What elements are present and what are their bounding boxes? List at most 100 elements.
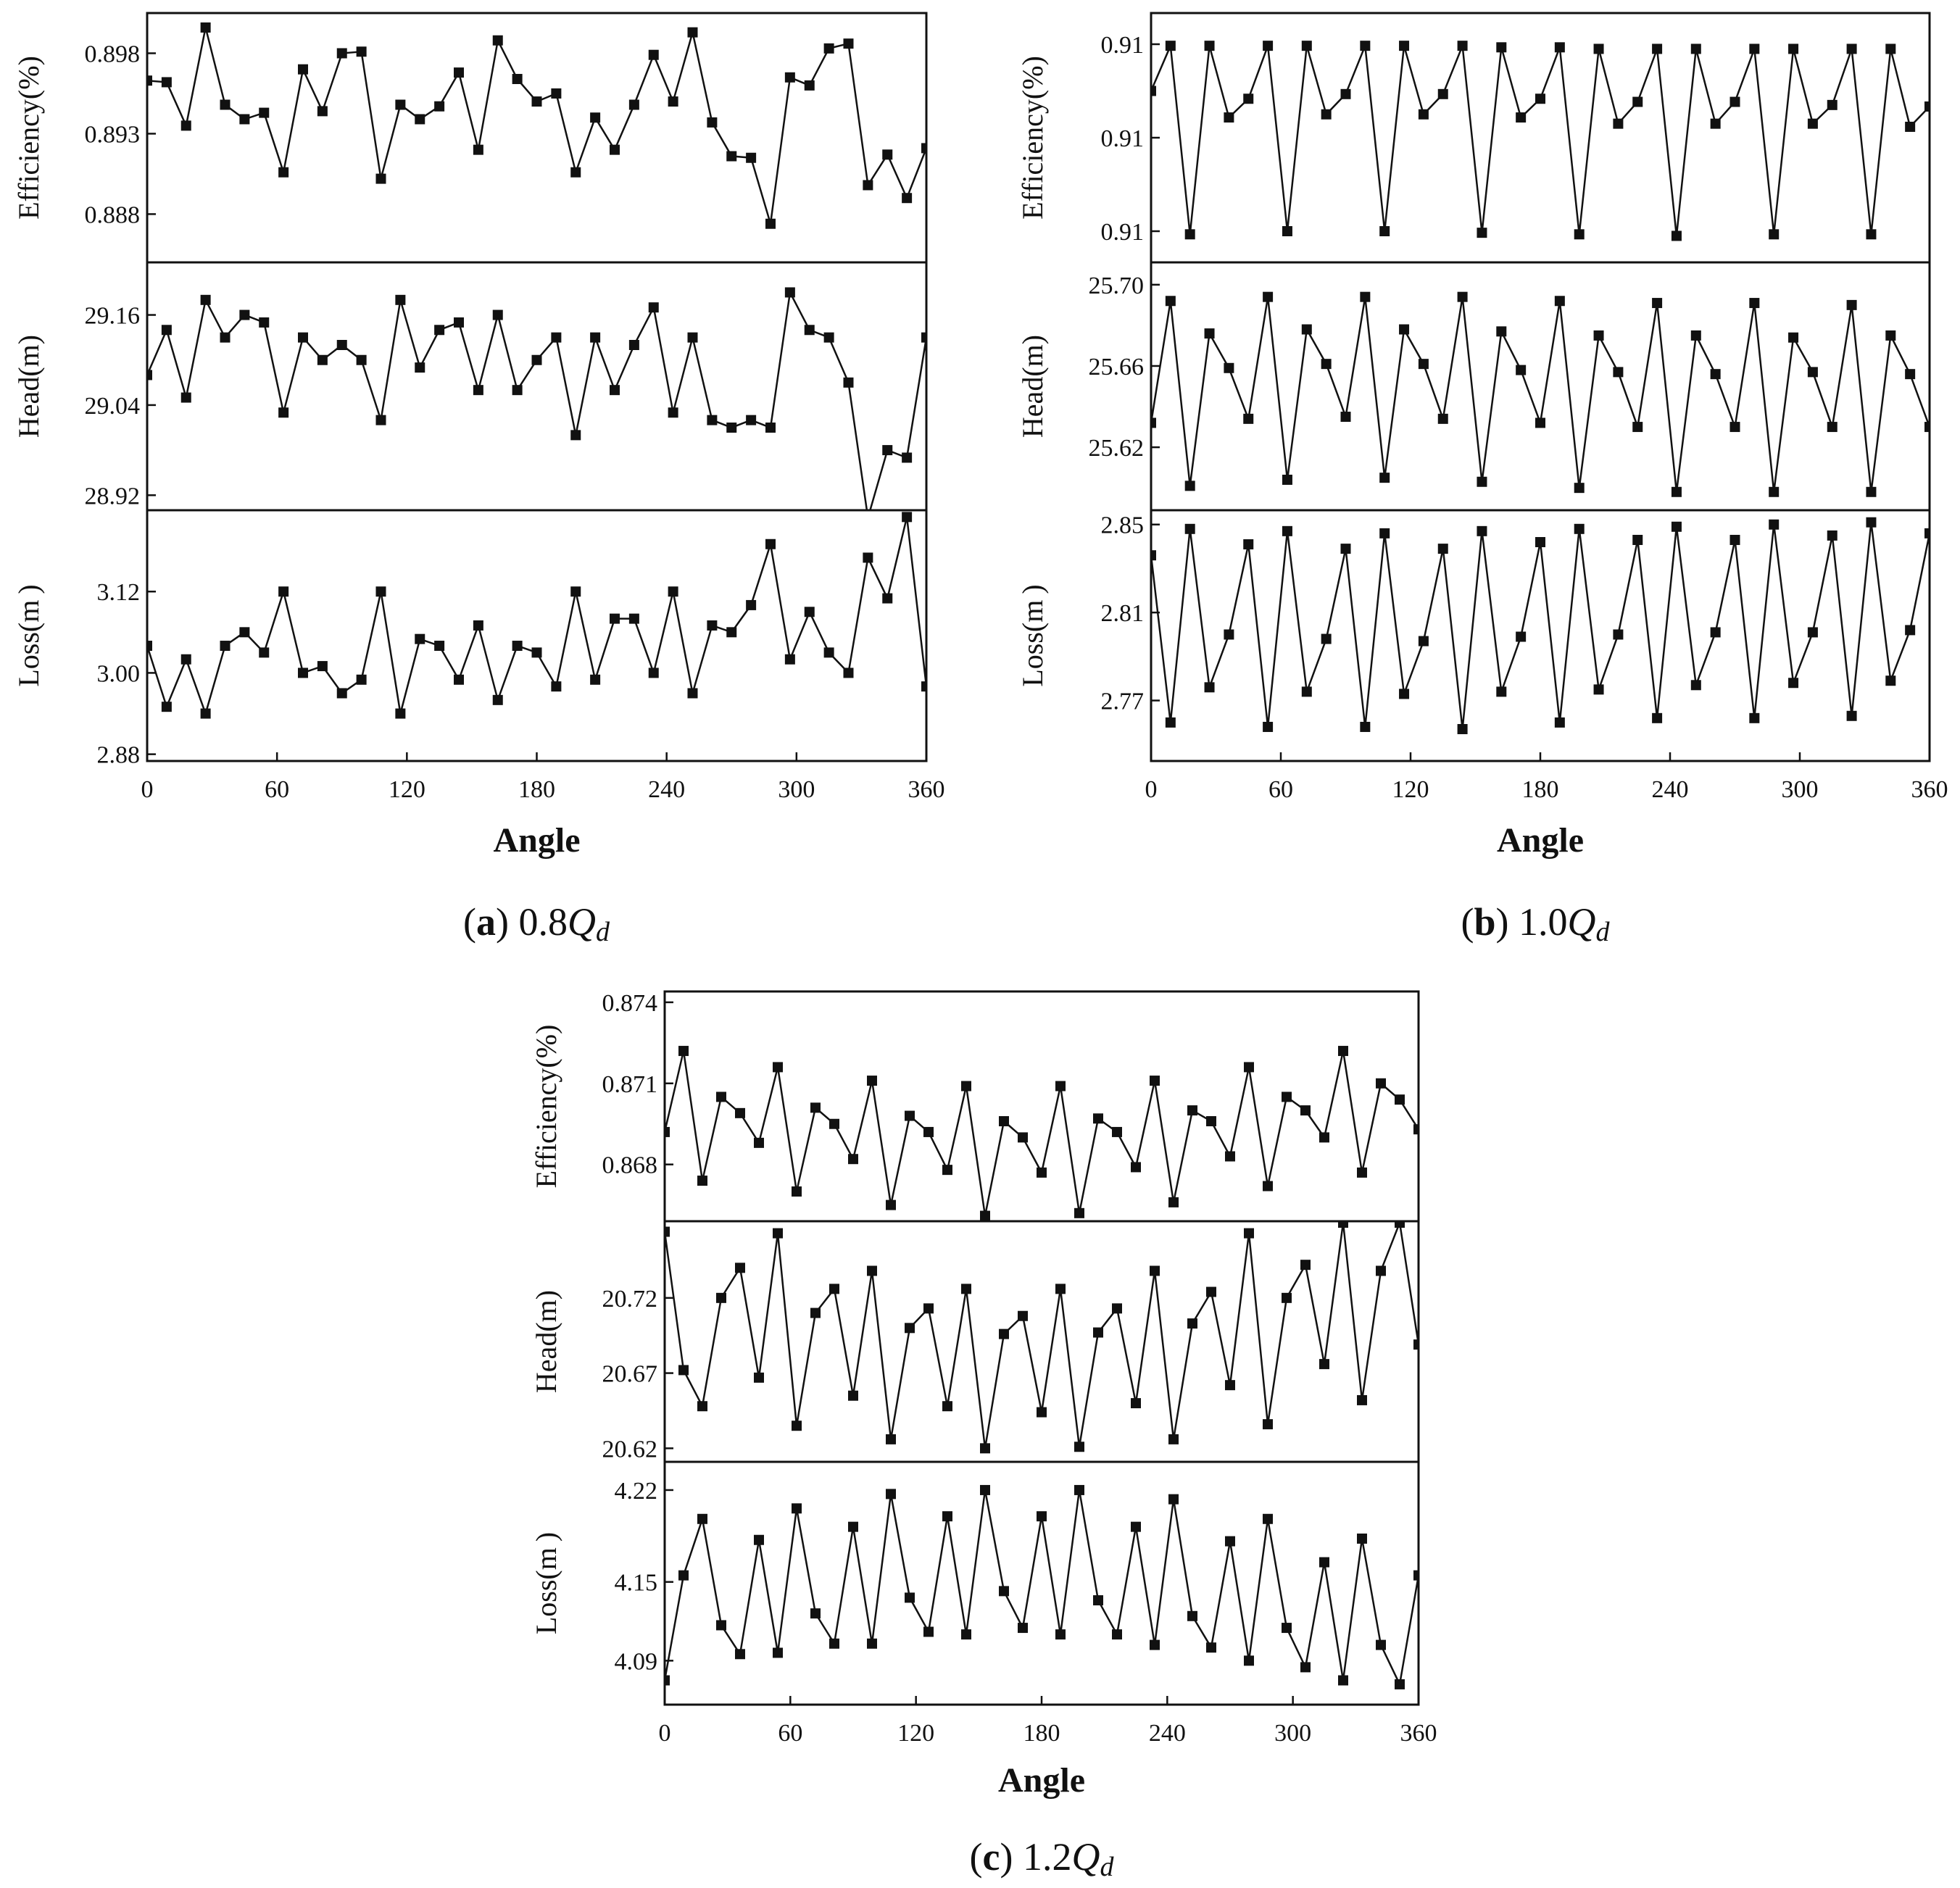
data-point	[1360, 721, 1371, 732]
data-point	[1224, 362, 1234, 373]
data-point	[1516, 365, 1527, 375]
data-point	[1905, 625, 1916, 636]
data-point	[375, 586, 386, 597]
data-point	[773, 1062, 783, 1073]
data-point	[1866, 517, 1877, 528]
data-point	[278, 586, 289, 597]
y-axis-label: Efficiency(%)	[1016, 56, 1049, 220]
data-point	[1924, 101, 1930, 112]
data-point	[1769, 486, 1780, 497]
data-point	[687, 27, 698, 38]
data-point	[1437, 413, 1448, 424]
data-point	[1554, 717, 1565, 728]
data-point	[1018, 1132, 1028, 1143]
data-point	[1749, 298, 1760, 309]
data-point	[726, 627, 737, 638]
data-point	[1187, 1318, 1197, 1329]
data-point	[512, 641, 523, 652]
data-point	[961, 1081, 971, 1091]
data-point	[1379, 528, 1390, 538]
data-point	[765, 423, 776, 433]
data-point	[746, 599, 757, 610]
data-point	[863, 552, 873, 563]
data-point	[590, 112, 601, 123]
data-point	[1243, 93, 1254, 104]
data-point	[200, 294, 211, 305]
data-point	[1710, 369, 1721, 380]
data-point	[1225, 1536, 1235, 1547]
data-point	[902, 452, 913, 463]
y-axis-label: Loss(m )	[530, 1532, 562, 1634]
data-point	[921, 143, 926, 154]
data-point	[961, 1629, 971, 1640]
y-tick-label: 28.92	[85, 483, 141, 510]
subplot-b-0: 0.91 0.91 0.91 Efficiency(%)	[1016, 12, 1931, 264]
x-tick-label: 60	[1268, 776, 1293, 803]
data-point	[1321, 633, 1332, 644]
series-group	[147, 22, 926, 229]
data-point	[1866, 486, 1877, 497]
data-point	[1360, 41, 1371, 51]
data-point	[317, 106, 328, 117]
data-point	[570, 167, 581, 178]
x-tick-label: 240	[648, 776, 685, 803]
data-point	[867, 1638, 877, 1649]
data-point	[1554, 296, 1565, 307]
data-point	[1263, 1181, 1273, 1192]
series-line	[147, 27, 926, 225]
data-point	[415, 362, 425, 373]
data-point	[259, 317, 270, 328]
data-point	[784, 287, 795, 298]
data-point	[1074, 1442, 1084, 1452]
series-group	[147, 512, 926, 719]
data-point	[1632, 96, 1643, 107]
subplot-c-0: 0.868 0.871 0.874 Efficiency(%)	[530, 990, 1420, 1223]
data-point	[829, 1118, 839, 1129]
data-point	[610, 385, 620, 396]
data-point	[1866, 229, 1877, 240]
data-point	[648, 668, 659, 678]
data-point	[1652, 43, 1663, 54]
data-point	[1827, 99, 1838, 110]
y-tick-label: 4.09	[615, 1648, 658, 1675]
data-point	[1225, 1380, 1235, 1391]
data-point	[1282, 1623, 1292, 1634]
data-point	[1282, 525, 1292, 536]
data-point	[1187, 1105, 1197, 1116]
x-tick-label: 240	[1149, 1720, 1186, 1747]
data-point	[804, 80, 815, 91]
y-axis-label: Loss(m )	[1016, 584, 1049, 686]
data-point	[454, 674, 464, 685]
data-point	[1340, 412, 1351, 423]
data-point	[1690, 43, 1701, 54]
y-tick-label: 29.04	[85, 393, 141, 420]
series-group	[147, 287, 926, 510]
data-point	[1165, 717, 1176, 728]
data-point	[1151, 86, 1156, 96]
data-point	[905, 1110, 915, 1121]
data-point	[512, 385, 523, 396]
data-point	[628, 99, 639, 110]
y-tick-label: 0.871	[602, 1071, 658, 1098]
data-point	[707, 415, 718, 425]
subplot-c-1: 20.62 20.67 20.72 Head(m)	[530, 1220, 1420, 1463]
data-point	[1457, 723, 1468, 734]
data-point	[1379, 226, 1390, 236]
data-point	[980, 1484, 990, 1495]
data-point	[1037, 1407, 1047, 1418]
data-point	[1413, 1339, 1419, 1350]
data-point	[1206, 1116, 1216, 1127]
data-point	[1263, 1419, 1273, 1430]
data-point	[473, 144, 483, 155]
data-point	[1165, 296, 1176, 307]
data-point	[665, 1675, 670, 1686]
panel-b: 0.91 0.91 0.91 Efficiency(%) 25.62 25.66 25.70…	[1016, 12, 1948, 947]
data-point	[1243, 539, 1254, 550]
subplot-frame	[146, 12, 928, 264]
data-point	[707, 117, 718, 128]
data-point	[1184, 523, 1195, 534]
data-point	[1357, 1533, 1367, 1544]
data-point	[1376, 1265, 1386, 1276]
y-tick-label: 25.62	[1089, 435, 1145, 462]
data-point	[668, 586, 678, 597]
